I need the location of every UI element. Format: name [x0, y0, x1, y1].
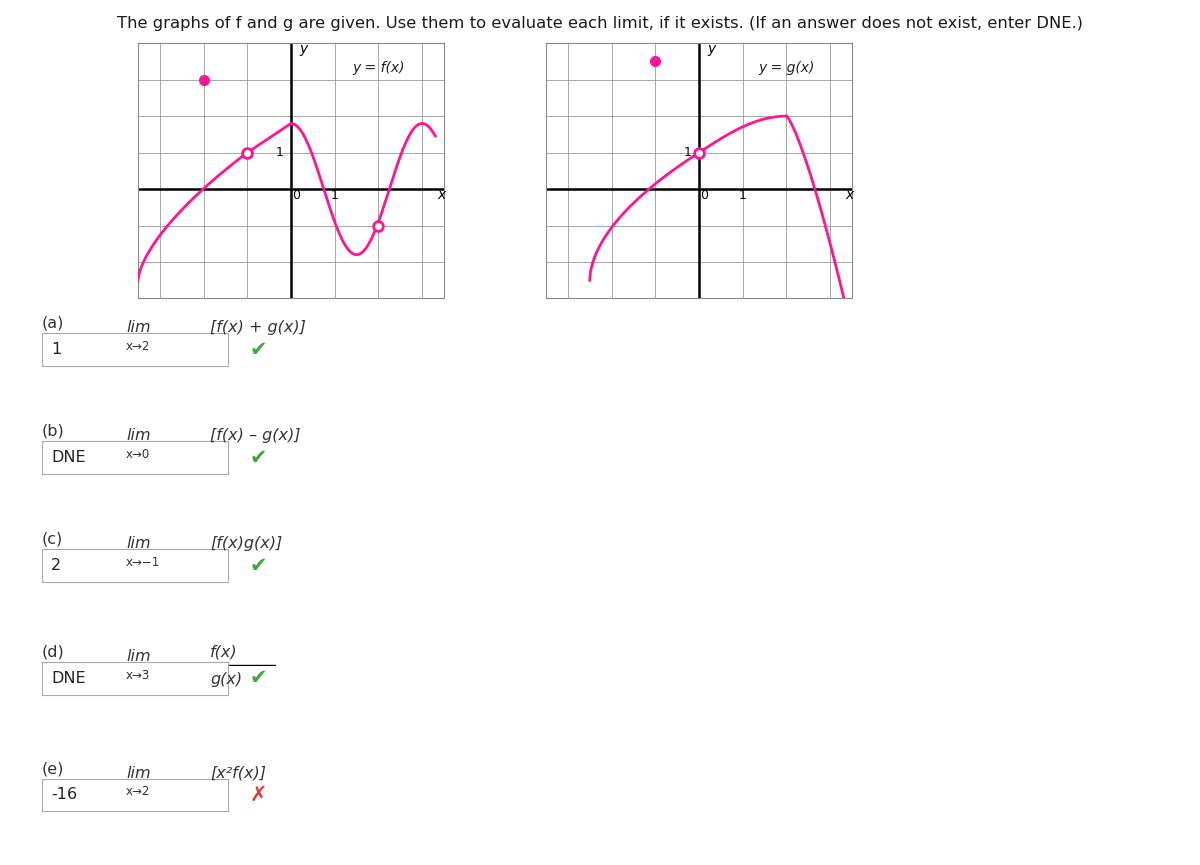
Text: x: x — [438, 189, 446, 202]
Text: 1: 1 — [739, 189, 746, 202]
Text: lim: lim — [126, 320, 151, 335]
Text: [x²f(x)]: [x²f(x)] — [210, 766, 266, 780]
Text: ✔: ✔ — [250, 555, 268, 576]
Text: y = g(x): y = g(x) — [758, 61, 815, 75]
Text: x→−1: x→−1 — [126, 556, 161, 569]
Text: x→3: x→3 — [126, 669, 150, 682]
Text: The graphs of f and g are given. Use them to evaluate each limit, if it exists. : The graphs of f and g are given. Use the… — [118, 16, 1084, 30]
Text: 1: 1 — [52, 342, 61, 357]
Text: ✗: ✗ — [250, 785, 268, 805]
Text: 1: 1 — [275, 146, 283, 159]
Text: 0: 0 — [293, 189, 300, 202]
Text: ✔: ✔ — [250, 339, 268, 360]
Text: lim: lim — [126, 428, 151, 443]
Text: x→2: x→2 — [126, 785, 150, 798]
Text: lim: lim — [126, 536, 151, 551]
Text: ✔: ✔ — [250, 668, 268, 689]
Text: lim: lim — [126, 766, 151, 780]
Text: x→2: x→2 — [126, 340, 150, 353]
Text: (d): (d) — [42, 644, 65, 659]
Text: 2: 2 — [52, 558, 61, 573]
Text: x: x — [846, 189, 854, 202]
Text: y = f(x): y = f(x) — [352, 61, 404, 75]
Text: y: y — [299, 42, 307, 55]
Text: (c): (c) — [42, 532, 64, 547]
Text: [f(x)g(x)]: [f(x)g(x)] — [210, 536, 282, 551]
Text: f(x): f(x) — [210, 644, 238, 659]
Text: lim: lim — [126, 649, 151, 663]
Text: y: y — [707, 42, 715, 55]
Text: (e): (e) — [42, 761, 65, 776]
Text: (a): (a) — [42, 316, 65, 330]
Text: [f(x) – g(x)]: [f(x) – g(x)] — [210, 428, 300, 443]
Text: (b): (b) — [42, 424, 65, 439]
Text: DNE: DNE — [52, 450, 86, 465]
Text: 1: 1 — [683, 146, 691, 159]
Text: -16: -16 — [52, 787, 78, 803]
Text: [f(x) + g(x)]: [f(x) + g(x)] — [210, 320, 306, 335]
Text: 1: 1 — [331, 189, 338, 202]
Text: g(x): g(x) — [210, 672, 242, 687]
Text: x→0: x→0 — [126, 448, 150, 461]
Text: 0: 0 — [701, 189, 708, 202]
Text: ✔: ✔ — [250, 447, 268, 468]
Text: DNE: DNE — [52, 670, 86, 686]
